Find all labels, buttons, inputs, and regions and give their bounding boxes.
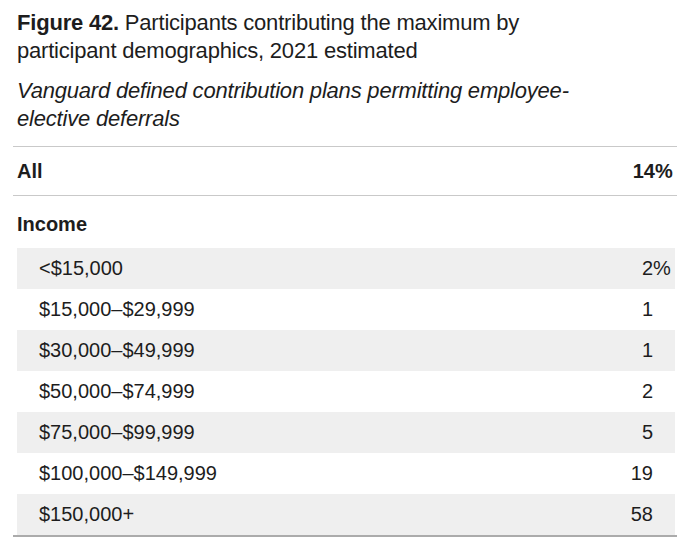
row-label: $50,000–$74,999 [39,380,195,403]
figure-42: Figure 42. Participants contributing the… [13,0,677,537]
figure-subtitle: Vanguard defined contribution plans perm… [13,77,573,133]
row-value: 1 [642,339,673,362]
row-value: 14 % [633,160,675,183]
table-row: $50,000–$74,999 2 [17,371,675,412]
income-rows: <$15,000 2 % $15,000–$29,999 1 $30,000–$… [13,248,677,535]
row-value: 5 [642,421,673,444]
row-label: <$15,000 [39,257,123,280]
row-label: All [17,160,43,183]
figure-title: Figure 42. Participants contributing the… [13,9,603,65]
table-row: $150,000+ 58 [17,494,675,535]
row-value: 1 [642,298,673,321]
row-label: $30,000–$49,999 [39,339,195,362]
figure-number-label: Figure 42. [17,10,119,35]
table-row-all: All 14 % [13,147,675,195]
section-header-income: Income [13,196,677,248]
row-value: 2 % [642,257,673,280]
table-bottom-rule [13,535,677,537]
row-value: 58 [631,503,673,526]
table-row: $30,000–$49,999 1 [17,330,675,371]
row-label: $75,000–$99,999 [39,421,195,444]
row-value: 2 [642,380,673,403]
table-row: $100,000–$149,999 19 [17,453,675,494]
row-label: $100,000–$149,999 [39,462,217,485]
demographics-table: All 14 % Income <$15,000 2 % $15,000–$29… [13,146,677,537]
row-label: $150,000+ [39,503,134,526]
row-value: 19 [631,462,673,485]
row-label: $15,000–$29,999 [39,298,195,321]
table-row: $75,000–$99,999 5 [17,412,675,453]
table-row: <$15,000 2 % [17,248,675,289]
table-row: $15,000–$29,999 1 [17,289,675,330]
